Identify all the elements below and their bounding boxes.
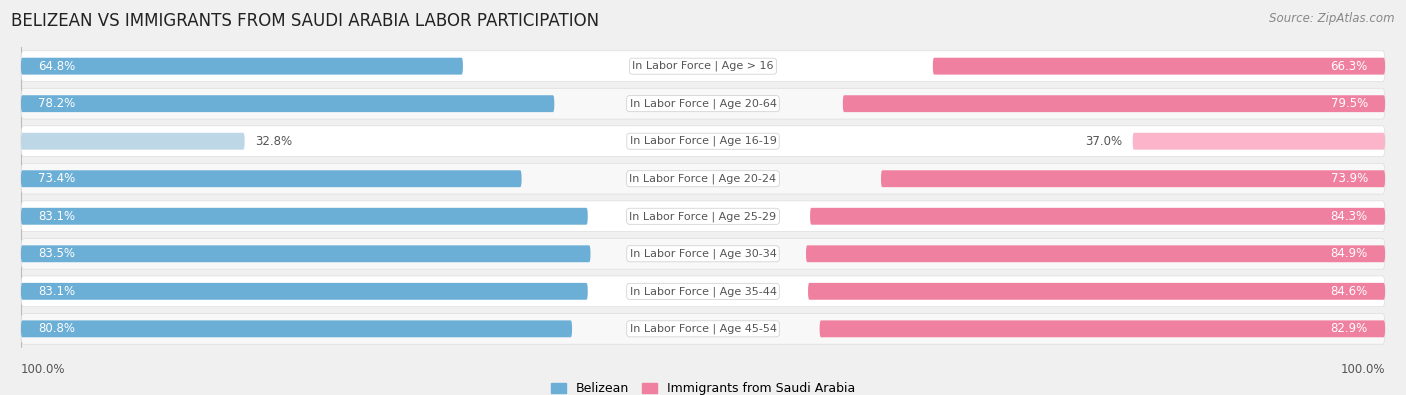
Text: 73.4%: 73.4% bbox=[38, 172, 76, 185]
FancyBboxPatch shape bbox=[882, 170, 1385, 187]
FancyBboxPatch shape bbox=[1133, 133, 1385, 150]
Text: Source: ZipAtlas.com: Source: ZipAtlas.com bbox=[1270, 12, 1395, 25]
Text: In Labor Force | Age 45-54: In Labor Force | Age 45-54 bbox=[630, 324, 776, 334]
Text: In Labor Force | Age 20-64: In Labor Force | Age 20-64 bbox=[630, 98, 776, 109]
Text: 78.2%: 78.2% bbox=[38, 97, 76, 110]
FancyBboxPatch shape bbox=[21, 58, 463, 75]
Text: In Labor Force | Age 30-34: In Labor Force | Age 30-34 bbox=[630, 248, 776, 259]
FancyBboxPatch shape bbox=[21, 51, 1385, 81]
FancyBboxPatch shape bbox=[21, 283, 588, 300]
FancyBboxPatch shape bbox=[21, 314, 1385, 344]
Text: In Labor Force | Age 20-24: In Labor Force | Age 20-24 bbox=[630, 173, 776, 184]
FancyBboxPatch shape bbox=[21, 126, 1385, 156]
Text: 83.5%: 83.5% bbox=[38, 247, 75, 260]
Text: BELIZEAN VS IMMIGRANTS FROM SAUDI ARABIA LABOR PARTICIPATION: BELIZEAN VS IMMIGRANTS FROM SAUDI ARABIA… bbox=[11, 12, 599, 30]
Text: 64.8%: 64.8% bbox=[38, 60, 76, 73]
Text: 79.5%: 79.5% bbox=[1330, 97, 1368, 110]
FancyBboxPatch shape bbox=[21, 276, 1385, 307]
FancyBboxPatch shape bbox=[21, 95, 554, 112]
Text: 80.8%: 80.8% bbox=[38, 322, 75, 335]
Text: 100.0%: 100.0% bbox=[21, 363, 66, 376]
Text: 100.0%: 100.0% bbox=[1340, 363, 1385, 376]
FancyBboxPatch shape bbox=[21, 88, 1385, 119]
FancyBboxPatch shape bbox=[21, 133, 245, 150]
Legend: Belizean, Immigrants from Saudi Arabia: Belizean, Immigrants from Saudi Arabia bbox=[551, 382, 855, 395]
Text: 84.9%: 84.9% bbox=[1330, 247, 1368, 260]
FancyBboxPatch shape bbox=[842, 95, 1385, 112]
Text: 83.1%: 83.1% bbox=[38, 210, 76, 223]
FancyBboxPatch shape bbox=[820, 320, 1385, 337]
FancyBboxPatch shape bbox=[21, 245, 591, 262]
Text: 82.9%: 82.9% bbox=[1330, 322, 1368, 335]
Text: 84.6%: 84.6% bbox=[1330, 285, 1368, 298]
FancyBboxPatch shape bbox=[21, 170, 522, 187]
Text: 83.1%: 83.1% bbox=[38, 285, 76, 298]
FancyBboxPatch shape bbox=[21, 208, 588, 225]
FancyBboxPatch shape bbox=[21, 201, 1385, 231]
FancyBboxPatch shape bbox=[810, 208, 1385, 225]
Text: 84.3%: 84.3% bbox=[1330, 210, 1368, 223]
Text: In Labor Force | Age 16-19: In Labor Force | Age 16-19 bbox=[630, 136, 776, 147]
Text: In Labor Force | Age > 16: In Labor Force | Age > 16 bbox=[633, 61, 773, 71]
Text: 37.0%: 37.0% bbox=[1085, 135, 1122, 148]
Text: 66.3%: 66.3% bbox=[1330, 60, 1368, 73]
FancyBboxPatch shape bbox=[21, 320, 572, 337]
FancyBboxPatch shape bbox=[808, 283, 1385, 300]
Text: In Labor Force | Age 35-44: In Labor Force | Age 35-44 bbox=[630, 286, 776, 297]
Text: 73.9%: 73.9% bbox=[1330, 172, 1368, 185]
Text: 32.8%: 32.8% bbox=[254, 135, 292, 148]
FancyBboxPatch shape bbox=[21, 164, 1385, 194]
FancyBboxPatch shape bbox=[21, 239, 1385, 269]
FancyBboxPatch shape bbox=[806, 245, 1385, 262]
Text: In Labor Force | Age 25-29: In Labor Force | Age 25-29 bbox=[630, 211, 776, 222]
FancyBboxPatch shape bbox=[932, 58, 1385, 75]
